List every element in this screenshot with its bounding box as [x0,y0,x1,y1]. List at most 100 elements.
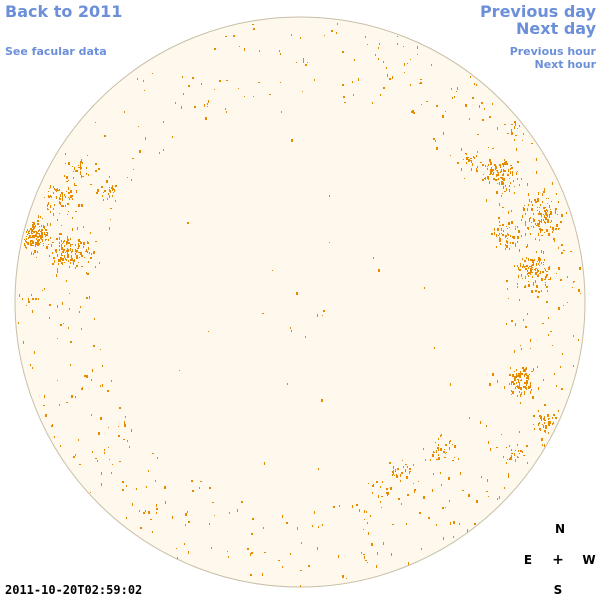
facula-speck [423,448,424,450]
facula-speck [514,186,515,187]
facula-speck [372,485,373,487]
facula-speck [498,178,499,180]
facula-speck [537,366,538,368]
facula-speck [529,272,531,274]
facula-speck [525,277,526,279]
facula-speck [503,230,504,232]
facula-speck [93,251,95,254]
facula-speck [28,301,30,303]
facula-speck [69,308,70,310]
facula-speck [537,225,539,226]
facula-speck [64,194,65,196]
back-to-year-link[interactable]: Back to 2011 [5,2,123,21]
facula-speck [119,407,121,409]
facula-speck [433,473,434,475]
facula-speck [431,64,432,66]
facula-speck [519,125,520,127]
facula-speck [511,383,512,385]
facula-speck [208,331,209,332]
facula-speck [253,28,255,30]
facula-speck [513,383,515,385]
facula-speck [437,447,439,449]
facula-speck [542,193,543,196]
facula-speck [533,368,534,371]
facula-speck [518,267,519,270]
facula-speck [109,187,110,188]
facula-speck [511,132,513,135]
facula-speck [552,417,553,419]
facula-speck [389,462,391,464]
facula-speck [484,108,485,110]
facula-speck [421,548,422,550]
facula-speck [523,455,525,456]
facula-speck [191,480,193,482]
facula-speck [75,249,76,251]
facula-speck [449,441,450,444]
facula-speck [515,226,516,227]
facula-speck [457,162,459,164]
facula-speck [378,269,380,272]
facula-speck [509,383,510,385]
facula-speck [506,240,507,243]
facula-speck [35,225,36,227]
facula-speck [308,565,310,567]
facula-speck [516,376,517,378]
facula-speck [156,508,158,510]
facula-speck [99,262,100,264]
facula-speck [124,424,126,427]
facula-speck [500,177,501,178]
facula-speck [522,140,523,141]
facula-speck [502,193,503,194]
facula-speck [90,492,91,493]
see-facular-data-link[interactable]: See facular data [5,45,107,58]
facula-speck [524,205,525,206]
facula-speck [112,185,113,187]
previous-day-link[interactable]: Previous day [479,2,596,21]
facula-speck [520,450,522,452]
facula-speck [113,192,114,193]
facula-speck [518,275,519,278]
facula-speck [244,48,245,51]
facula-speck [109,189,110,192]
next-day-link[interactable]: Next day [516,19,596,38]
facula-speck [200,481,202,482]
facula-speck [514,454,515,456]
facula-speck [547,290,548,292]
facula-speck [139,150,141,153]
facula-speck [531,201,532,203]
facula-speck [78,239,80,242]
facula-speck [515,450,516,451]
next-hour-link[interactable]: Next hour [534,58,597,71]
facula-speck [114,189,115,192]
facula-speck [86,249,87,252]
facula-speck [56,249,57,251]
facula-speck [508,234,509,236]
facula-speck [69,198,70,200]
facula-speck [414,489,416,491]
facula-speck [383,87,385,89]
facula-speck [88,247,89,250]
facula-speck [367,562,368,563]
facula-speck [411,111,412,113]
facula-speck [544,419,545,421]
facula-speck [523,208,525,211]
facula-speck [518,457,519,458]
facula-speck [372,492,373,494]
facula-speck [291,330,292,332]
previous-hour-link[interactable]: Previous hour [509,45,596,58]
facula-speck [359,509,360,512]
facula-speck [56,196,57,199]
facula-speck [397,43,398,45]
facula-speck [562,353,563,355]
facula-speck [520,345,521,346]
facula-speck [112,195,113,197]
facula-speck [507,228,508,229]
facula-speck [545,420,546,421]
facula-speck [145,137,146,140]
facula-speck [305,64,307,66]
facula-speck [435,442,436,443]
facula-speck [397,36,398,37]
facula-speck [75,454,76,456]
facula-speck [80,172,81,175]
facula-speck [95,241,97,242]
